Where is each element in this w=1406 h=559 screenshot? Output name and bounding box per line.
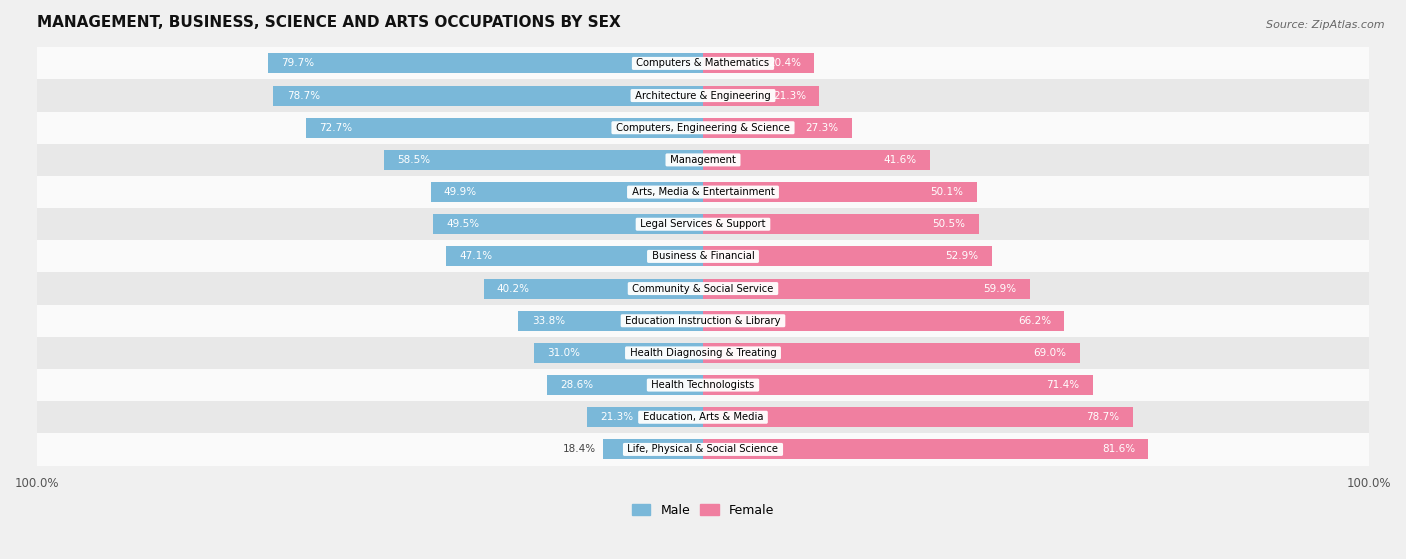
Bar bbox=[703, 150, 931, 170]
Text: 47.1%: 47.1% bbox=[460, 252, 492, 262]
Text: 72.7%: 72.7% bbox=[319, 123, 353, 132]
Bar bbox=[37, 369, 1369, 401]
Text: 50.5%: 50.5% bbox=[932, 219, 966, 229]
Bar bbox=[384, 150, 703, 170]
Bar bbox=[586, 408, 703, 427]
Bar bbox=[37, 433, 1369, 466]
Text: 71.4%: 71.4% bbox=[1046, 380, 1080, 390]
Text: Community & Social Service: Community & Social Service bbox=[630, 283, 776, 293]
Bar bbox=[37, 337, 1369, 369]
Bar bbox=[37, 272, 1369, 305]
Bar bbox=[433, 214, 703, 234]
Text: 18.4%: 18.4% bbox=[562, 444, 596, 454]
Bar bbox=[37, 401, 1369, 433]
Bar bbox=[446, 247, 703, 267]
Text: Computers & Mathematics: Computers & Mathematics bbox=[633, 58, 773, 68]
Bar bbox=[703, 118, 852, 138]
Bar bbox=[703, 408, 1133, 427]
Text: Health Technologists: Health Technologists bbox=[648, 380, 758, 390]
Text: 27.3%: 27.3% bbox=[806, 123, 839, 132]
Bar bbox=[37, 79, 1369, 112]
Text: Computers, Engineering & Science: Computers, Engineering & Science bbox=[613, 123, 793, 132]
Text: 50.1%: 50.1% bbox=[931, 187, 963, 197]
Bar bbox=[703, 182, 977, 202]
Text: 31.0%: 31.0% bbox=[547, 348, 581, 358]
Bar bbox=[37, 305, 1369, 337]
Bar bbox=[430, 182, 703, 202]
Bar bbox=[37, 208, 1369, 240]
Text: 49.9%: 49.9% bbox=[444, 187, 477, 197]
Bar bbox=[703, 439, 1149, 459]
Text: Arts, Media & Entertainment: Arts, Media & Entertainment bbox=[628, 187, 778, 197]
Text: Education Instruction & Library: Education Instruction & Library bbox=[623, 316, 783, 326]
Text: Health Diagnosing & Treating: Health Diagnosing & Treating bbox=[627, 348, 779, 358]
Text: MANAGEMENT, BUSINESS, SCIENCE AND ARTS OCCUPATIONS BY SEX: MANAGEMENT, BUSINESS, SCIENCE AND ARTS O… bbox=[37, 15, 621, 30]
Text: 41.6%: 41.6% bbox=[883, 155, 917, 165]
Bar bbox=[37, 48, 1369, 79]
Text: 21.3%: 21.3% bbox=[773, 91, 806, 101]
Bar bbox=[703, 343, 1080, 363]
Text: Management: Management bbox=[666, 155, 740, 165]
Bar bbox=[484, 278, 703, 299]
Legend: Male, Female: Male, Female bbox=[627, 499, 779, 522]
Bar bbox=[519, 311, 703, 331]
Bar bbox=[307, 118, 703, 138]
Bar bbox=[703, 247, 991, 267]
Text: Source: ZipAtlas.com: Source: ZipAtlas.com bbox=[1267, 20, 1385, 30]
Bar bbox=[37, 240, 1369, 272]
Bar bbox=[703, 278, 1031, 299]
Text: Life, Physical & Social Science: Life, Physical & Social Science bbox=[624, 444, 782, 454]
Bar bbox=[37, 144, 1369, 176]
Text: 58.5%: 58.5% bbox=[396, 155, 430, 165]
Bar bbox=[547, 375, 703, 395]
Bar bbox=[37, 112, 1369, 144]
Bar bbox=[273, 86, 703, 106]
Text: 49.5%: 49.5% bbox=[446, 219, 479, 229]
Bar bbox=[703, 311, 1064, 331]
Text: 21.3%: 21.3% bbox=[600, 412, 633, 422]
Text: 20.4%: 20.4% bbox=[768, 58, 801, 68]
Text: 28.6%: 28.6% bbox=[560, 380, 593, 390]
Text: 59.9%: 59.9% bbox=[984, 283, 1017, 293]
Text: 40.2%: 40.2% bbox=[496, 283, 530, 293]
Text: Legal Services & Support: Legal Services & Support bbox=[637, 219, 769, 229]
Text: 69.0%: 69.0% bbox=[1033, 348, 1066, 358]
Bar bbox=[703, 54, 814, 73]
Text: 78.7%: 78.7% bbox=[287, 91, 319, 101]
Bar bbox=[37, 176, 1369, 208]
Text: 79.7%: 79.7% bbox=[281, 58, 315, 68]
Text: Education, Arts & Media: Education, Arts & Media bbox=[640, 412, 766, 422]
Text: 33.8%: 33.8% bbox=[531, 316, 565, 326]
Bar bbox=[603, 439, 703, 459]
Bar bbox=[269, 54, 703, 73]
Text: 52.9%: 52.9% bbox=[945, 252, 979, 262]
Text: 78.7%: 78.7% bbox=[1087, 412, 1119, 422]
Text: 66.2%: 66.2% bbox=[1018, 316, 1052, 326]
Bar bbox=[703, 375, 1092, 395]
Text: 81.6%: 81.6% bbox=[1102, 444, 1135, 454]
Bar bbox=[534, 343, 703, 363]
Bar bbox=[703, 214, 979, 234]
Text: Architecture & Engineering: Architecture & Engineering bbox=[633, 91, 773, 101]
Bar bbox=[703, 86, 820, 106]
Text: Business & Financial: Business & Financial bbox=[648, 252, 758, 262]
